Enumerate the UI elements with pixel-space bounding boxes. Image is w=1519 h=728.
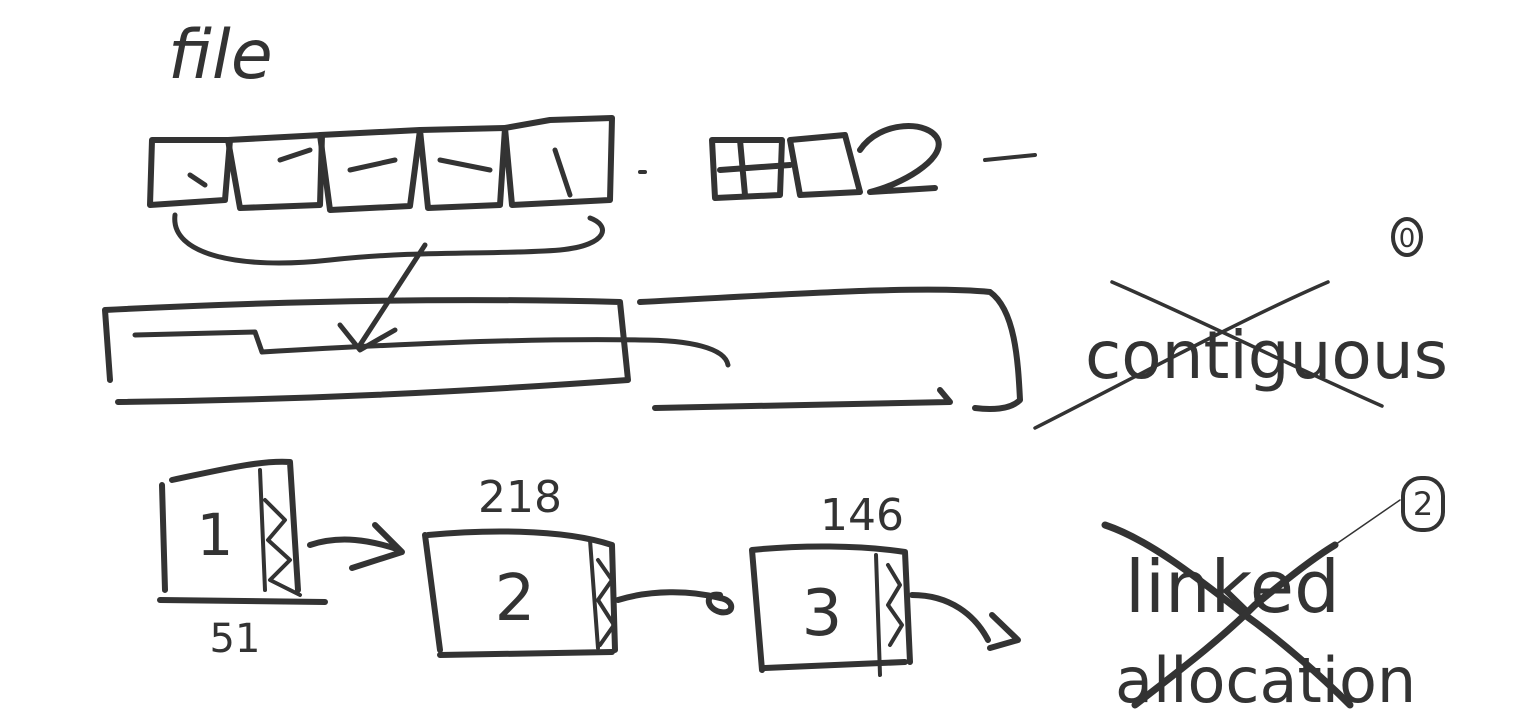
file-block-extra xyxy=(709,123,942,201)
file-block xyxy=(147,137,233,208)
contiguous-number: 0 xyxy=(1399,224,1416,254)
number-circle xyxy=(1391,217,1423,257)
disk-segment-left xyxy=(102,297,631,405)
file-block xyxy=(225,132,325,211)
number-circle xyxy=(1401,476,1445,532)
linked-block-2: 2 218 xyxy=(422,472,618,658)
contiguous-label: contiguous xyxy=(1085,317,1448,394)
file-block xyxy=(417,125,508,211)
link-arrow-3-next xyxy=(909,592,1021,651)
leader-line xyxy=(1254,499,1401,601)
block-outline xyxy=(157,458,328,605)
allocation-label: allocation xyxy=(1115,644,1416,717)
block-pointer-area xyxy=(874,553,904,677)
cross-line xyxy=(1110,280,1384,408)
linked-number-badge: 2 xyxy=(1401,476,1445,532)
contiguous-number-badge: 0 xyxy=(1391,217,1423,257)
dash-mark xyxy=(983,153,1037,162)
block-pointer-area xyxy=(258,468,302,597)
file-block-marks xyxy=(187,147,573,198)
block-address: 218 xyxy=(478,472,562,523)
block-outline xyxy=(422,528,618,658)
disk-rectangle xyxy=(102,286,1023,412)
file-block xyxy=(317,127,423,213)
block-outline xyxy=(749,543,913,673)
block-address: 146 xyxy=(820,490,904,541)
block-number: 3 xyxy=(802,577,843,651)
linked-block-3: 3 146 xyxy=(749,490,913,677)
link-arrow-1-2 xyxy=(307,522,405,571)
linked-label: linked xyxy=(1125,545,1340,629)
file-label: file xyxy=(168,16,273,95)
block-address: 51 xyxy=(210,616,261,662)
linked-number: 2 xyxy=(1413,485,1433,523)
disk-segment-right xyxy=(637,286,1023,412)
grouping-curve xyxy=(172,212,605,266)
block-pointer-area xyxy=(588,538,616,650)
linked-block-1: 1 51 xyxy=(157,458,328,662)
curve-arrow xyxy=(337,242,428,353)
block-number: 1 xyxy=(197,501,234,569)
disk-inner-line xyxy=(132,329,731,368)
file-block xyxy=(502,115,615,208)
cross-line xyxy=(1033,280,1330,430)
block-number: 2 xyxy=(495,562,536,636)
link-arrow-2-3 xyxy=(615,589,735,616)
file-block-row xyxy=(147,115,1037,213)
